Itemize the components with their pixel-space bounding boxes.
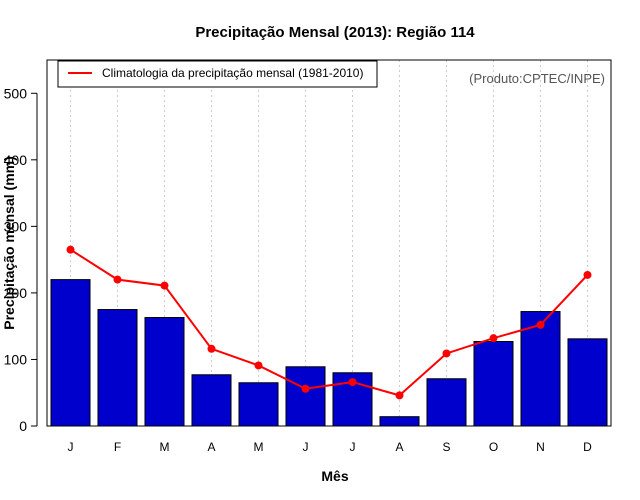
bar-10	[473, 340, 514, 427]
y-tick-label: 200	[4, 285, 28, 301]
legend: Climatologia da precipitação mensal (198…	[57, 60, 378, 88]
climatology-line	[69, 248, 589, 397]
bar-12	[567, 338, 608, 427]
bar-4	[191, 374, 232, 427]
climatology-point-10	[489, 334, 498, 343]
y-tick-label: 500	[4, 85, 28, 101]
climatology-point-1	[66, 245, 75, 254]
legend-label: Climatologia da precipitação mensal (198…	[102, 66, 363, 80]
plot-area	[47, 60, 611, 426]
bar-series	[50, 279, 608, 427]
legend-box	[57, 60, 378, 88]
climatology-line-series	[66, 245, 592, 400]
y-tick-label: 0	[19, 418, 27, 434]
bar-3	[144, 317, 185, 427]
x-tick-label: J	[68, 440, 74, 454]
plot-border	[46, 59, 612, 427]
bar-6	[285, 366, 326, 427]
bar-5	[238, 382, 279, 427]
bar-11	[520, 311, 561, 427]
x-tick-label: N	[536, 440, 545, 454]
y-axis: 0 100 200 300 400 500	[4, 85, 38, 434]
climatology-point-12	[583, 270, 592, 279]
x-tick-label: A	[395, 440, 403, 454]
climatology-point-11	[536, 320, 545, 329]
x-tick-label: S	[442, 440, 450, 454]
bar-1	[50, 279, 91, 427]
climatology-point-5	[254, 361, 263, 370]
bar-2	[97, 309, 138, 427]
climatology-point-7	[348, 378, 357, 387]
y-tick-label: 300	[4, 218, 28, 234]
climatology-point-2	[113, 275, 122, 284]
bar-8	[379, 416, 420, 427]
source-note: (Produto:CPTEC/INPE)	[469, 71, 605, 86]
climatology-point-4	[207, 344, 216, 353]
bar-9	[426, 378, 467, 427]
climatology-point-3	[160, 281, 169, 290]
x-tick-label: J	[350, 440, 356, 454]
x-axis-title: Mês	[321, 468, 348, 484]
chart-title: Precipitação Mensal (2013): Região 114	[195, 24, 475, 41]
x-tick-label: O	[489, 440, 498, 454]
y-axis-title: Precipitação mensal (mm)	[1, 156, 17, 330]
x-tick-label: M	[160, 440, 170, 454]
y-tick-label: 400	[4, 152, 28, 168]
x-tick-label: A	[207, 440, 215, 454]
x-tick-label: J	[303, 440, 309, 454]
x-tick-label: D	[583, 440, 592, 454]
x-tick-label: M	[254, 440, 264, 454]
climatology-point-9	[442, 349, 451, 358]
x-tick-label: F	[114, 440, 121, 454]
climatology-point-6	[301, 384, 310, 393]
y-tick-label: 100	[4, 351, 28, 367]
climatology-point-8	[395, 391, 404, 400]
